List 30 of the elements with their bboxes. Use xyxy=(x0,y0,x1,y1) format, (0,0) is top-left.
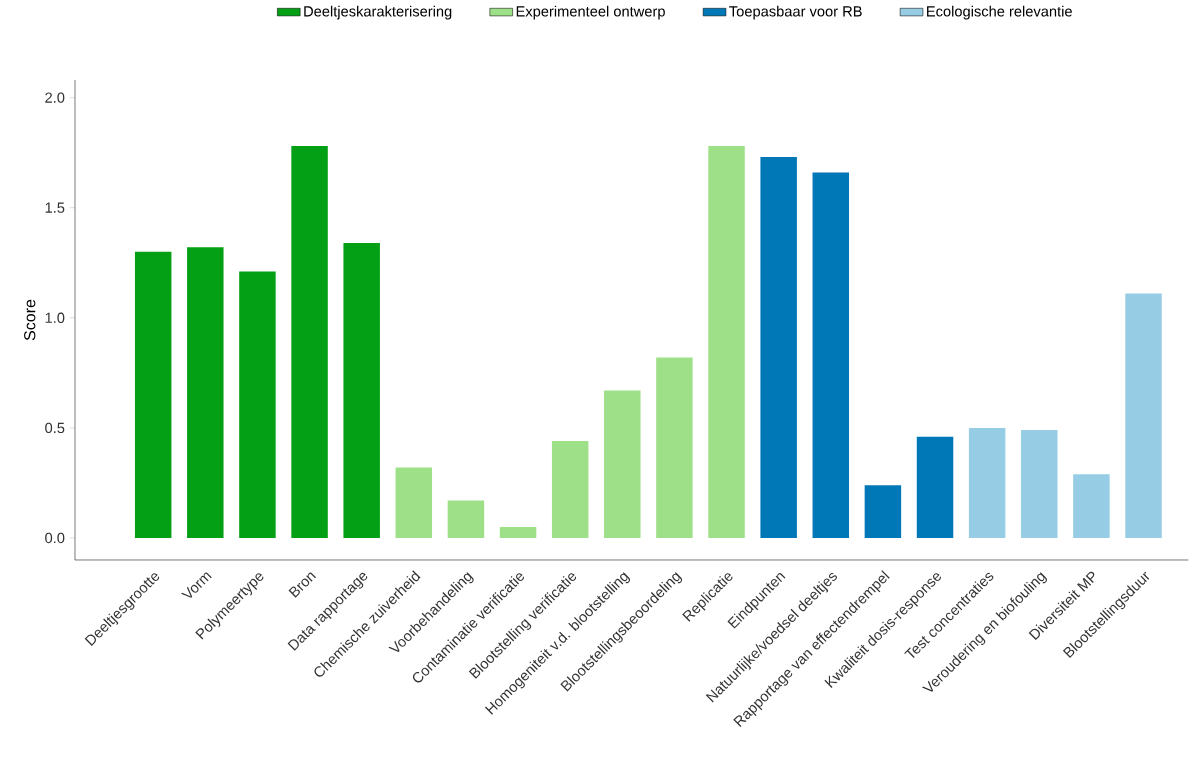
bar xyxy=(291,146,328,538)
bar xyxy=(760,157,797,538)
bar xyxy=(708,146,745,538)
y-tick-label: 1.5 xyxy=(45,202,65,213)
legend-label: Ecologische relevantie xyxy=(927,5,1072,20)
bar xyxy=(968,427,1006,538)
bar xyxy=(499,526,537,538)
bar xyxy=(447,500,485,538)
bar xyxy=(812,172,850,538)
bar xyxy=(916,436,954,538)
bar xyxy=(864,485,902,538)
bar xyxy=(1021,430,1058,538)
bar xyxy=(395,467,433,538)
bar xyxy=(187,247,224,538)
bar xyxy=(1073,474,1110,538)
bar xyxy=(1125,293,1162,538)
bar xyxy=(604,390,641,538)
y-axis-title: Score xyxy=(24,299,36,341)
y-tick-label: 1.0 xyxy=(45,312,65,323)
y-tick-label: 2.0 xyxy=(45,92,65,103)
y-tick-label: 0.5 xyxy=(45,422,65,434)
legend-label: Deeltjeskarakterisering xyxy=(304,5,452,20)
bar xyxy=(343,242,380,538)
bar xyxy=(656,357,693,538)
bar xyxy=(551,441,589,538)
bar xyxy=(239,271,276,538)
bar xyxy=(134,251,172,538)
legend-label: Experimenteel ontwerp xyxy=(516,5,665,20)
legend-label: Toepasbaar voor RB xyxy=(729,5,862,20)
y-tick-label: 0.0 xyxy=(45,532,65,544)
